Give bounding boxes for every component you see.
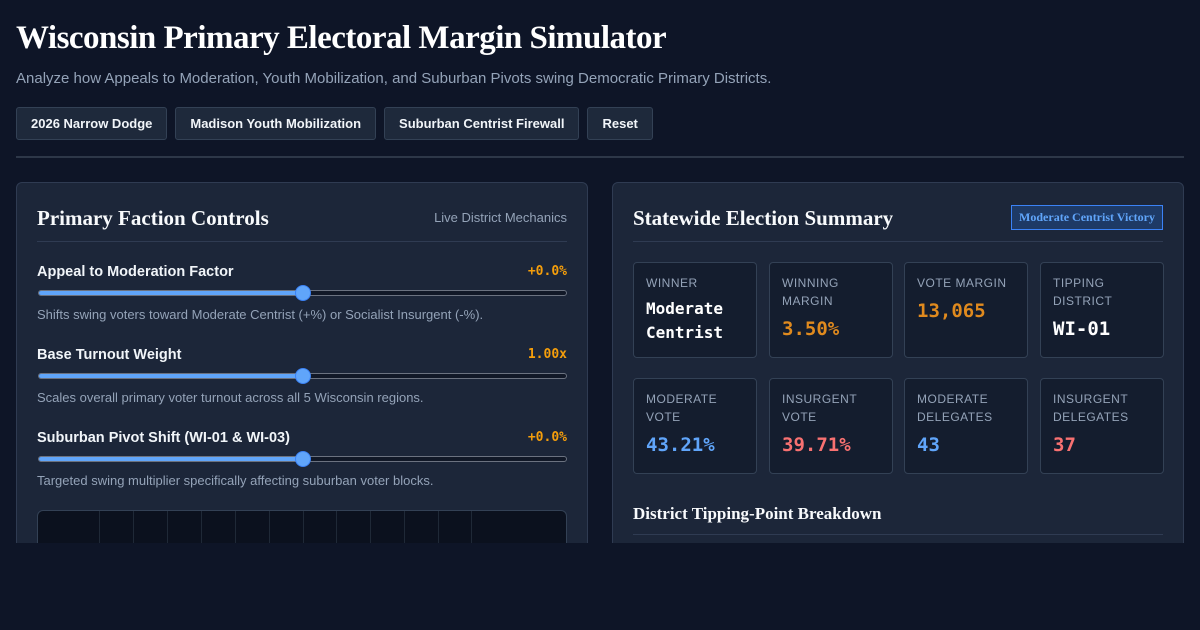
panel-title: Primary Faction Controls	[37, 206, 269, 230]
slider-thumb[interactable]	[294, 285, 311, 301]
stat-label: Winning Margin	[782, 276, 839, 308]
control-value: +0.0%	[527, 264, 567, 279]
header-divider	[16, 156, 1184, 158]
stat-label: Winner	[646, 276, 698, 290]
tipping-point-section-title: District Tipping-Point Breakdown	[633, 504, 882, 523]
viewport-cutoff	[0, 543, 1200, 630]
election-summary-panel: Statewide Election Summary Moderate Cent…	[612, 182, 1184, 582]
stat-value: 13,065	[917, 300, 986, 322]
stat-label: Vote Margin	[917, 276, 1007, 290]
panel-title: Statewide Election Summary	[633, 206, 894, 230]
control-label: Suburban Pivot Shift (WI-01 & WI-03)	[37, 430, 290, 446]
moderation-slider[interactable]	[38, 285, 567, 301]
stat-value: Moderate Centrist	[646, 299, 724, 342]
stat-value: WI-01	[1053, 318, 1111, 340]
slider-fill	[39, 291, 303, 295]
stat-value: 37	[1053, 434, 1076, 456]
control-description: Targeted swing multiplier specifically a…	[37, 473, 434, 488]
control-description: Shifts swing voters toward Moderate Cent…	[37, 307, 484, 322]
moderation-control: Appeal to Moderation Factor +0.0% Shifts…	[37, 264, 567, 334]
stat-label: Tipping District	[1053, 276, 1113, 308]
control-value: 1.00x	[527, 347, 567, 362]
slider-fill	[39, 457, 303, 461]
stat-label: Insurgent Vote	[782, 392, 857, 424]
page-subtitle: Analyze how Appeals to Moderation, Youth…	[16, 70, 772, 87]
winner-card: Winner Moderate Centrist	[633, 262, 757, 358]
control-description: Scales overall primary voter turnout acr…	[37, 390, 424, 405]
panel-header: Primary Faction Controls Live District M…	[37, 183, 567, 242]
stat-label: Moderate Vote	[646, 392, 718, 424]
reset-button[interactable]: Reset	[587, 107, 653, 140]
stat-value: 39.71%	[782, 434, 851, 456]
control-label: Appeal to Moderation Factor	[37, 264, 234, 280]
tipping-district-card: Tipping District WI-01	[1040, 262, 1164, 358]
insurgent-delegates-card: Insurgent Delegates 37	[1040, 378, 1164, 474]
slider-fill	[39, 374, 303, 378]
stat-label: Moderate Delegates	[917, 392, 993, 424]
stat-value: 43.21%	[646, 434, 715, 456]
section-divider	[633, 534, 1163, 535]
turnout-slider[interactable]	[38, 368, 567, 384]
control-value: +0.0%	[527, 430, 567, 445]
page-title: Wisconsin Primary Electoral Margin Simul…	[16, 20, 667, 56]
stat-value: 43	[917, 434, 940, 456]
preset-suburban-firewall-button[interactable]: Suburban Centrist Firewall	[384, 107, 580, 140]
moderate-delegates-card: Moderate Delegates 43	[904, 378, 1028, 474]
panel-header: Statewide Election Summary Moderate Cent…	[633, 183, 1163, 242]
stat-label: Insurgent Delegates	[1053, 392, 1129, 424]
preset-narrow-dodge-button[interactable]: 2026 Narrow Dodge	[16, 107, 168, 140]
panel-tag: Live District Mechanics	[434, 210, 567, 225]
suburban-pivot-control: Suburban Pivot Shift (WI-01 & WI-03) +0.…	[37, 430, 567, 500]
stat-value: 3.50%	[782, 318, 840, 340]
slider-thumb[interactable]	[294, 368, 311, 384]
preset-youth-mobilization-button[interactable]: Madison Youth Mobilization	[175, 107, 377, 140]
outcome-badge: Moderate Centrist Victory	[1011, 205, 1163, 230]
turnout-control: Base Turnout Weight 1.00x Scales overall…	[37, 347, 567, 417]
vote-margin-card: Vote Margin 13,065	[904, 262, 1028, 358]
faction-controls-panel: Primary Faction Controls Live District M…	[16, 182, 588, 582]
winning-margin-card: Winning Margin 3.50%	[769, 262, 893, 358]
control-label: Base Turnout Weight	[37, 347, 182, 363]
insurgent-vote-card: Insurgent Vote 39.71%	[769, 378, 893, 474]
slider-thumb[interactable]	[294, 451, 311, 467]
suburban-pivot-slider[interactable]	[38, 451, 567, 467]
preset-toolbar: 2026 Narrow Dodge Madison Youth Mobiliza…	[16, 107, 653, 140]
moderate-vote-card: Moderate Vote 43.21%	[633, 378, 757, 474]
